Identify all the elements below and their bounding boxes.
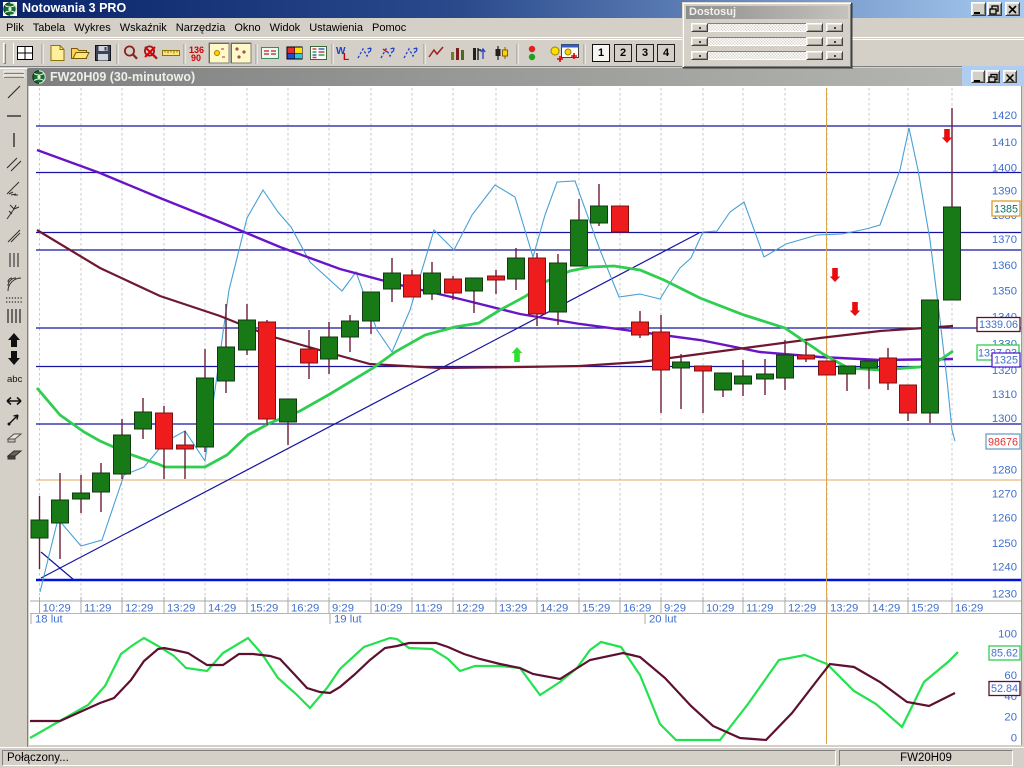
svg-text:13:29: 13:29 xyxy=(499,603,527,615)
svg-text:1370: 1370 xyxy=(992,234,1017,246)
svg-text:10:29: 10:29 xyxy=(374,603,402,615)
svg-text:1310: 1310 xyxy=(992,389,1017,401)
svg-text:W: W xyxy=(336,46,346,57)
svg-text:11:29: 11:29 xyxy=(746,603,773,615)
svg-text:12:29: 12:29 xyxy=(125,603,153,615)
svg-text:19 lut: 19 lut xyxy=(334,614,362,626)
svg-text:12:29: 12:29 xyxy=(456,603,484,615)
svg-text:85.62: 85.62 xyxy=(991,648,1018,660)
svg-text:13:29: 13:29 xyxy=(167,603,195,615)
svg-text:15:29: 15:29 xyxy=(911,603,939,615)
svg-text:L: L xyxy=(343,52,349,63)
svg-text:9:29: 9:29 xyxy=(664,603,686,615)
svg-text:16:29: 16:29 xyxy=(623,603,651,615)
svg-text:abc: abc xyxy=(7,374,23,385)
svg-text:20: 20 xyxy=(1004,712,1017,724)
svg-text:1280: 1280 xyxy=(992,464,1017,476)
svg-text:1250: 1250 xyxy=(992,538,1017,550)
svg-text:14:29: 14:29 xyxy=(540,603,568,615)
svg-text:11:29: 11:29 xyxy=(84,603,111,615)
svg-text:1390: 1390 xyxy=(992,186,1017,198)
svg-text:1360: 1360 xyxy=(992,260,1017,272)
svg-text:0: 0 xyxy=(1011,733,1017,745)
svg-text:1325: 1325 xyxy=(994,355,1018,367)
svg-text:12:29: 12:29 xyxy=(788,603,816,615)
svg-text:20 lut: 20 lut xyxy=(649,614,677,626)
svg-text:1230: 1230 xyxy=(992,589,1017,601)
svg-text:1339.06: 1339.06 xyxy=(979,319,1018,331)
svg-text:1260: 1260 xyxy=(992,512,1017,524)
svg-text:60: 60 xyxy=(1004,670,1017,682)
svg-text:1320: 1320 xyxy=(992,365,1017,377)
svg-text:1350: 1350 xyxy=(992,285,1017,297)
svg-text:16:29: 16:29 xyxy=(291,603,319,615)
svg-text:90: 90 xyxy=(191,53,201,63)
svg-text:14:29: 14:29 xyxy=(872,603,900,615)
svg-text:10:29: 10:29 xyxy=(706,603,734,615)
svg-text:100: 100 xyxy=(998,629,1017,641)
svg-text:10:29: 10:29 xyxy=(43,603,71,615)
svg-text:11:29: 11:29 xyxy=(415,603,442,615)
svg-text:13:29: 13:29 xyxy=(830,603,858,615)
svg-text:15:29: 15:29 xyxy=(582,603,610,615)
svg-text:16:29: 16:29 xyxy=(955,603,983,615)
svg-text:9:29: 9:29 xyxy=(332,603,354,615)
svg-text:1270: 1270 xyxy=(992,489,1017,501)
svg-text:98676: 98676 xyxy=(988,437,1018,449)
svg-text:1240: 1240 xyxy=(992,562,1017,574)
svg-text:15:29: 15:29 xyxy=(250,603,278,615)
svg-text:52.84: 52.84 xyxy=(991,683,1018,695)
svg-text:1400: 1400 xyxy=(992,163,1017,175)
svg-text:136: 136 xyxy=(189,45,204,55)
svg-text:1410: 1410 xyxy=(992,137,1017,149)
svg-text:1300: 1300 xyxy=(992,413,1017,425)
svg-text:1420: 1420 xyxy=(992,110,1017,122)
svg-text:18 lut: 18 lut xyxy=(35,614,63,626)
svg-text:14:29: 14:29 xyxy=(208,603,236,615)
svg-text:1385: 1385 xyxy=(994,204,1018,216)
